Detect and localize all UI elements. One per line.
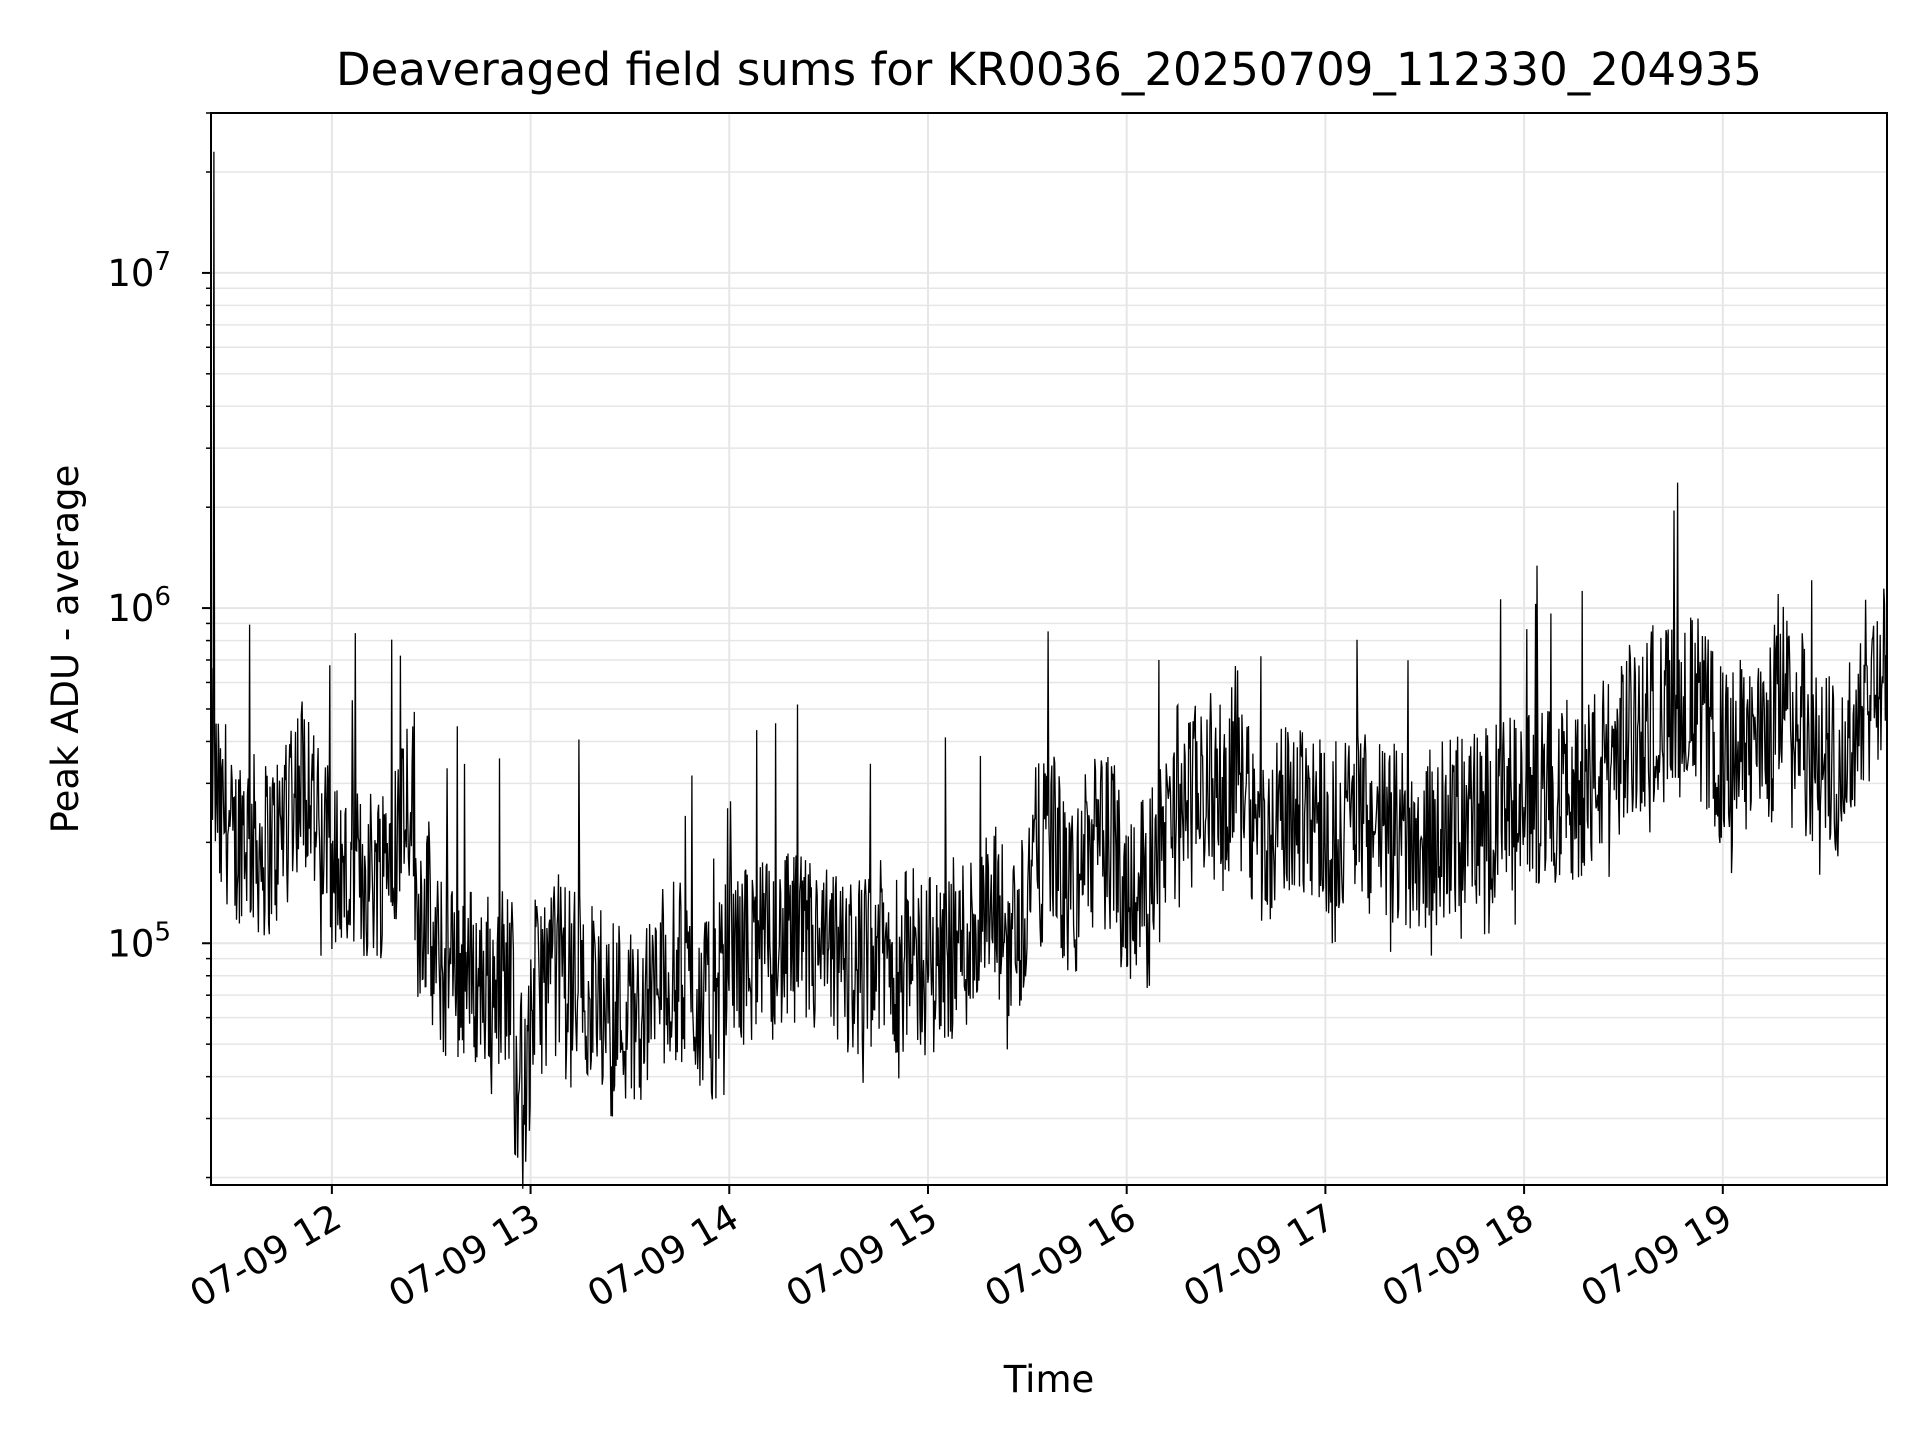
y-tick-label: 107 xyxy=(107,247,171,295)
plot-frame xyxy=(210,112,1888,1186)
chart-title: Deaveraged field sums for KR0036_2025070… xyxy=(336,43,1762,96)
y-tick-label: 106 xyxy=(107,582,171,630)
y-tick-label: 105 xyxy=(107,917,171,965)
series-line xyxy=(210,151,1888,1189)
x-axis-label: Time xyxy=(1003,1358,1095,1401)
y-axis-label: Peak ADU - average xyxy=(44,465,87,834)
y-axis-ticks: 105 106 107 xyxy=(107,112,211,1179)
series-layer xyxy=(210,151,1888,1189)
